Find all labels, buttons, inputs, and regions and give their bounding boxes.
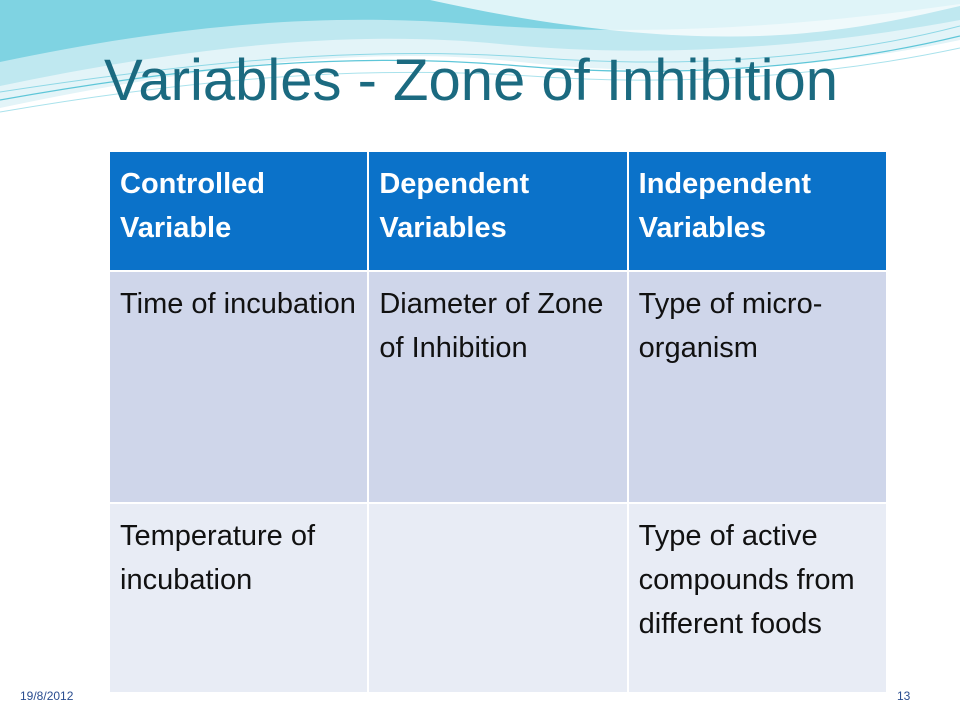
- variables-table: Controlled Variable Dependent Variables In…: [107, 150, 889, 694]
- header-line: Variable: [120, 212, 232, 244]
- header-line: Variables: [379, 212, 507, 244]
- table-row: Time of incubation Diameter of Zone of I…: [107, 270, 889, 504]
- decorative-wave-header: [0, 0, 960, 113]
- footer-date: 19/8/2012: [20, 689, 74, 703]
- wave-line-3: [0, 47, 960, 113]
- header-controlled-variable: Controlled Variable: [107, 150, 370, 272]
- header-line: Variables: [638, 212, 767, 244]
- table-cell: Time of incubation: [107, 270, 370, 504]
- header-line: Dependent: [379, 168, 530, 200]
- header-line: Controlled: [120, 168, 265, 200]
- table-header-row: Controlled Variable Dependent Variables In…: [107, 150, 889, 272]
- wave-line-1: [0, 35, 960, 101]
- header-dependent-variables: Dependent Variables: [367, 150, 629, 272]
- table-cell: Type of active compounds from different …: [626, 502, 889, 694]
- wave-highlight: [430, 0, 960, 37]
- header-line: Independent: [638, 168, 812, 200]
- table-cell: [367, 502, 629, 694]
- footer-page-number: 13: [897, 689, 911, 703]
- table-cell: Type of micro-organism: [626, 270, 889, 504]
- table-cell: Temperature of incubation: [107, 502, 370, 694]
- table-cell: Diameter of Zone of Inhibition: [367, 270, 629, 504]
- table-row: Temperature of incubation Type of active…: [107, 502, 889, 694]
- wave-line-2: [0, 25, 960, 93]
- slide-title: Variables - Zone of Inhibition: [104, 48, 839, 113]
- header-independent-variables: Independent Variables: [626, 150, 889, 272]
